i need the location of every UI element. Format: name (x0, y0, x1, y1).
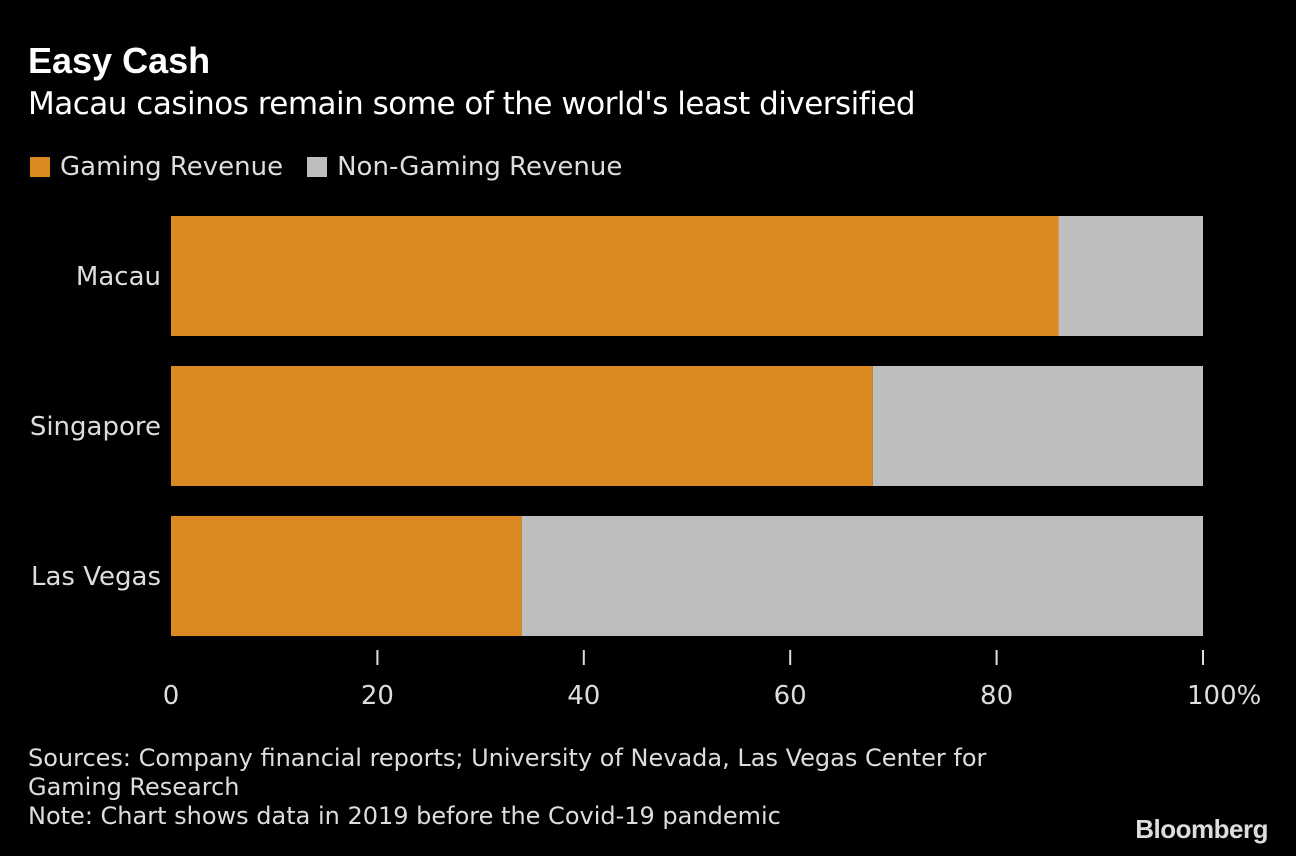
legend-label-gaming: Gaming Revenue (60, 152, 284, 182)
bar-gaming-las-vegas (171, 516, 522, 636)
x-tick-label: 40 (567, 681, 600, 711)
legend: Gaming Revenue Non-Gaming Revenue (30, 152, 646, 182)
bar-non-gaming-singapore (872, 366, 1203, 486)
x-tick-label: 60 (774, 681, 807, 711)
x-tick-label: 80 (980, 681, 1013, 711)
footer: Sources: Company financial reports; Univ… (28, 744, 1028, 831)
category-label: Las Vegas (31, 562, 161, 592)
bar-non-gaming-macau (1058, 216, 1203, 336)
legend-label-non-gaming: Non-Gaming Revenue (337, 152, 623, 182)
category-label: Macau (76, 262, 161, 292)
chart-title: Easy Cash (28, 40, 211, 81)
x-tick-label: 0 (163, 681, 180, 711)
chart-subtitle: Macau casinos remain some of the world's… (28, 86, 916, 122)
bar-gaming-singapore (171, 366, 873, 486)
sources-note: Sources: Company financial reports; Univ… (28, 744, 987, 801)
x-tick-label: 20 (361, 681, 394, 711)
bar-gaming-macau (171, 216, 1059, 336)
legend-swatch-gaming (30, 157, 50, 177)
data-note: Note: Chart shows data in 2019 before th… (28, 802, 781, 830)
legend-item-gaming: Gaming Revenue (30, 152, 283, 182)
bloomberg-logo: Bloomberg (1135, 814, 1268, 844)
legend-swatch-non-gaming (307, 157, 328, 177)
bar-non-gaming-las-vegas (521, 516, 1203, 636)
legend-item-non-gaming: Non-Gaming Revenue (307, 152, 622, 182)
x-tick-label: 100% (1187, 681, 1261, 711)
category-label: Singapore (30, 412, 161, 442)
